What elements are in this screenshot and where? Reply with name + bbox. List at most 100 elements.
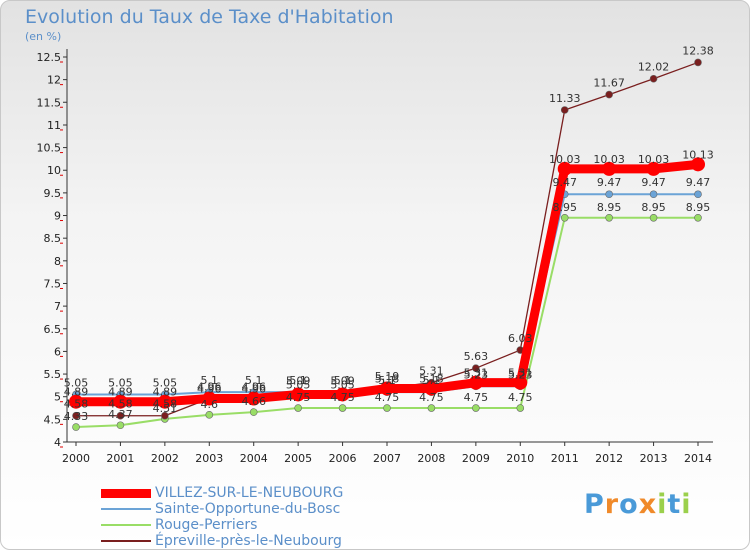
data-label: 11.33: [549, 92, 581, 105]
data-label: 4.75: [286, 391, 311, 404]
x-tick-label: 2012: [595, 452, 623, 465]
series-point-2: [116, 421, 125, 430]
logo-letter: P: [584, 489, 605, 520]
series-point-0: [646, 161, 661, 176]
y-tick-label: 11: [47, 119, 61, 132]
series-point-0: [291, 387, 306, 402]
y-tick-label: 5: [54, 391, 61, 404]
axes: [66, 49, 713, 443]
data-label: 5.05: [64, 376, 89, 389]
data-label: 5.23: [508, 368, 533, 381]
data-label: 4.96: [241, 383, 266, 396]
logo-letter: o: [619, 489, 639, 520]
series-point-3: [72, 411, 80, 420]
legend-swatch: [101, 540, 151, 542]
logo-letter: x: [638, 489, 658, 520]
x-tick-label: 2014: [684, 452, 712, 465]
data-label: 5.09: [330, 375, 355, 388]
data-label: 5.18: [375, 373, 400, 386]
series-point-2: [72, 423, 80, 431]
series-point-2: [294, 404, 302, 412]
legend-swatch: [101, 524, 151, 526]
data-label: 5.1: [334, 374, 352, 387]
series-point-0: [691, 157, 705, 172]
series-point-0: [602, 161, 617, 176]
x-tick-label: 2009: [462, 452, 490, 465]
data-label: 5.05: [286, 378, 311, 391]
data-label: 4.51: [153, 402, 178, 415]
data-label: 4.58: [64, 398, 89, 411]
series-point-2: [560, 213, 569, 222]
y-tick-label: 11.5: [37, 96, 62, 109]
y-tick-label: 12.5: [37, 51, 62, 64]
data-label: 4.75: [419, 391, 444, 404]
series-point-0: [157, 394, 172, 409]
series-point-0: [380, 381, 394, 396]
logo-letter: r: [604, 489, 620, 520]
y-tick-label: 7: [54, 300, 61, 313]
data-label: 12.02: [638, 61, 670, 74]
data-label: 9.47: [552, 176, 577, 189]
series-point-2: [516, 404, 525, 412]
data-label: 4.75: [375, 391, 400, 404]
data-label: 9.47: [686, 176, 711, 189]
data-label: 5.1: [378, 374, 396, 387]
data-label: 4.66: [241, 395, 266, 408]
data-label: 4.58: [108, 398, 133, 411]
series-point-0: [424, 381, 439, 396]
data-label: 5.1: [289, 374, 307, 387]
data-label: 4.75: [508, 391, 533, 404]
y-tick-label: 4.5: [44, 413, 62, 426]
series-point-3: [694, 58, 702, 67]
series-point-2: [205, 411, 214, 419]
data-label: 4.89: [153, 386, 178, 399]
proxiti-logo: Proxiti: [584, 489, 692, 520]
x-tick-label: 2010: [506, 452, 534, 465]
legend-swatch: [101, 508, 151, 510]
series-point-1: [605, 190, 613, 199]
data-label: 5.1: [245, 374, 263, 387]
data-label: 4.96: [197, 381, 222, 394]
series-point-3: [472, 364, 480, 372]
y-tick-label: 10: [47, 164, 61, 177]
data-label: 5.31: [464, 367, 489, 380]
data-label: 5.63: [464, 350, 489, 363]
series-point-0: [69, 394, 83, 409]
series-point-1: [649, 190, 658, 199]
chart-title: Evolution du Taux de Taxe d'Habitation: [25, 6, 394, 28]
x-tick-label: 2011: [551, 452, 579, 465]
series-point-0: [202, 391, 217, 406]
data-label: 4.6: [201, 398, 219, 411]
data-label: 10.03: [638, 153, 670, 166]
series-point-0: [557, 161, 572, 176]
data-label: 5.19: [375, 370, 400, 383]
x-tick-label: 2002: [151, 452, 179, 465]
x-tick-label: 2006: [329, 452, 357, 465]
data-label: 5.1: [423, 374, 441, 387]
data-label: 5.31: [508, 367, 533, 380]
data-labels-layer: 4.89 4.89 4.89 4.96 4.96 5.05 5.05 5.18 5.18 5.31…: [64, 44, 714, 423]
series-point-1: [694, 190, 702, 199]
y-tick-label: 8.5: [44, 232, 62, 245]
data-label: 4.75: [464, 391, 489, 404]
data-label: 10.13: [682, 148, 714, 161]
data-label: 5.09: [286, 375, 311, 388]
series-point-2: [472, 404, 480, 412]
y-tick-label: 7.5: [44, 277, 62, 290]
legend-label: VILLEZ-SUR-LE-NEUBOURG: [155, 485, 344, 501]
series-point-0: [335, 387, 350, 402]
y-tick-label: 5.5: [44, 368, 62, 381]
data-label: 5.05: [108, 376, 133, 389]
data-label: 8.95: [641, 201, 666, 214]
series-point-0: [246, 391, 261, 406]
data-label: 4.58: [153, 398, 178, 411]
x-tick-label: 2003: [195, 452, 223, 465]
legend-label: Rouge-Perriers: [155, 517, 258, 533]
data-label: 5.18: [419, 373, 444, 386]
series-point-0: [513, 375, 528, 390]
series-point-2: [338, 404, 347, 412]
data-label: 9.47: [597, 176, 622, 189]
series-point-0: [468, 375, 483, 390]
